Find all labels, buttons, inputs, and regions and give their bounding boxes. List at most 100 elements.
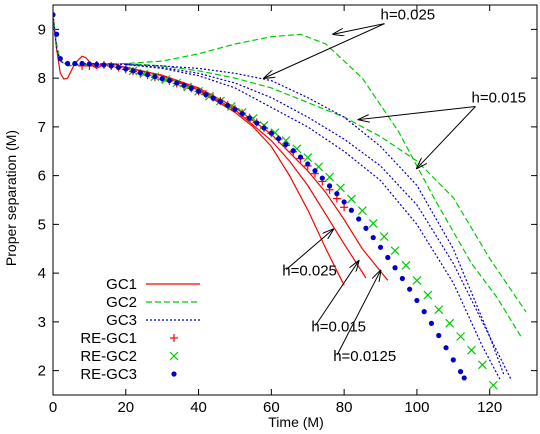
data-point-re-gc3 [268, 130, 274, 136]
data-point-re-gc3 [174, 80, 180, 86]
data-point-re-gc3 [297, 154, 304, 160]
data-point-re-gc3 [407, 286, 413, 292]
data-point-re-gc3 [57, 56, 63, 62]
series-line-gc1 [125, 66, 367, 279]
annotation-arrow [336, 271, 380, 356]
data-point-re-gc2 [336, 183, 345, 193]
data-point-re-gc2 [423, 290, 433, 300]
data-point-re-gc3 [210, 95, 216, 101]
data-point-re-gc3 [414, 297, 420, 304]
data-point-re-gc3 [94, 61, 100, 68]
data-point-re-gc3 [195, 88, 202, 94]
legend-entry-gc1: GC1 [106, 276, 200, 293]
data-point-re-gc3 [443, 345, 449, 351]
data-point-re-gc3 [370, 234, 376, 241]
legend-entry-gc2: GC2 [106, 294, 200, 311]
series-line-gc1 [53, 14, 345, 286]
data-point-re-gc3 [232, 106, 238, 112]
legend-label: GC3 [106, 312, 137, 329]
x-tick-label: 20 [117, 399, 134, 416]
annotation-label: h=0.015 [471, 90, 526, 107]
data-point-re-gc2 [467, 345, 476, 355]
data-point-re-gc2 [379, 232, 389, 241]
data-point-re-gc3 [457, 369, 464, 375]
x-tick-label: 0 [49, 399, 57, 416]
y-tick-label: 6 [38, 168, 46, 185]
annotation-label: h=0.025 [282, 263, 337, 280]
data-point-re-gc3 [377, 244, 384, 250]
annotation-layer: h=0.025 h=0.015 h=0.025 h=0.015 h=0.0125 [264, 7, 526, 365]
plot-area: 0 20 40 60 80 100 120 2 3 4 5 6 7 8 9 [38, 4, 538, 416]
data-point-re-gc3 [326, 183, 333, 189]
annotation: h=0.015 [359, 90, 526, 169]
series-line-gc3 [125, 63, 502, 381]
legend-entry-re-gc1: RE-GC1 [80, 330, 178, 347]
data-point-re-gc2 [445, 318, 455, 328]
series-line-gc2 [125, 62, 527, 313]
y-tick-label: 4 [38, 265, 46, 282]
data-point-re-gc3 [246, 115, 253, 121]
series-re-gc2 [128, 66, 498, 390]
data-point-re-gc3 [319, 175, 325, 181]
data-point-re-gc3 [145, 72, 151, 78]
legend-label: RE-GC2 [80, 348, 137, 365]
data-point-re-gc2 [456, 332, 466, 341]
data-point-re-gc3 [461, 375, 467, 381]
legend-label: RE-GC1 [80, 330, 137, 347]
y-tick-label: 5 [38, 216, 46, 233]
series-layer [53, 12, 527, 390]
annotation-arrow [264, 23, 385, 79]
data-point-re-gc3 [79, 60, 85, 67]
y-tick-label: 8 [38, 70, 46, 87]
data-point-re-gc3 [166, 77, 173, 84]
data-point-re-gc2 [390, 246, 400, 256]
data-point-re-gc3 [72, 60, 78, 67]
data-point-re-gc3 [203, 92, 209, 98]
legend-label: RE-GC3 [80, 366, 137, 383]
data-point-re-gc3 [225, 102, 231, 109]
data-point-re-gc2 [303, 153, 313, 163]
annotation-arrow [333, 23, 385, 35]
data-point-re-gc3 [101, 62, 107, 68]
data-point-re-gc3 [64, 60, 71, 67]
legend-swatch [171, 371, 177, 377]
data-point-re-gc2 [477, 360, 487, 370]
data-point-re-gc3 [428, 320, 435, 326]
data-point-re-gc1 [340, 203, 349, 212]
data-point-re-gc3 [392, 265, 398, 271]
data-point-re-gc2 [368, 218, 378, 228]
data-point-re-gc2 [434, 305, 444, 315]
annotation: h=0.015 [311, 261, 366, 336]
y-tick-label: 7 [38, 119, 46, 136]
data-point-re-gc3 [152, 74, 158, 80]
data-point-re-gc2 [281, 136, 291, 145]
data-point-re-gc3 [363, 225, 369, 231]
annotation: h=0.025 [264, 7, 435, 79]
data-point-re-gc3 [188, 85, 194, 91]
data-point-re-gc3 [334, 191, 340, 197]
data-point-re-gc3 [305, 161, 311, 167]
annotation-label: h=0.015 [311, 319, 366, 336]
data-point-re-gc3 [261, 125, 267, 131]
data-point-re-gc3 [385, 254, 391, 261]
annotation-arrow [285, 229, 333, 270]
x-tick-label: 120 [477, 399, 502, 416]
data-point-re-gc3 [86, 61, 92, 67]
data-point-re-gc3 [290, 148, 296, 154]
series-re-gc3 [53, 12, 467, 381]
data-point-re-gc3 [421, 309, 427, 315]
legend-entry-re-gc3: RE-GC3 [80, 366, 177, 383]
data-point-re-gc3 [356, 216, 362, 222]
annotation-arrow [359, 106, 476, 120]
x-axis-label: Time (M) [268, 414, 323, 430]
data-point-re-gc2 [325, 172, 334, 182]
data-point-re-gc3 [341, 199, 347, 205]
y-tick-label: 9 [38, 21, 46, 38]
x-tick-label: 80 [336, 399, 353, 416]
data-point-re-gc3 [108, 63, 114, 69]
x-tick-label: 100 [404, 399, 429, 416]
legend-label: GC1 [106, 276, 137, 293]
data-point-re-gc3 [115, 64, 122, 70]
legend-entry-gc3: GC3 [106, 312, 200, 329]
data-point-re-gc3 [217, 98, 223, 105]
